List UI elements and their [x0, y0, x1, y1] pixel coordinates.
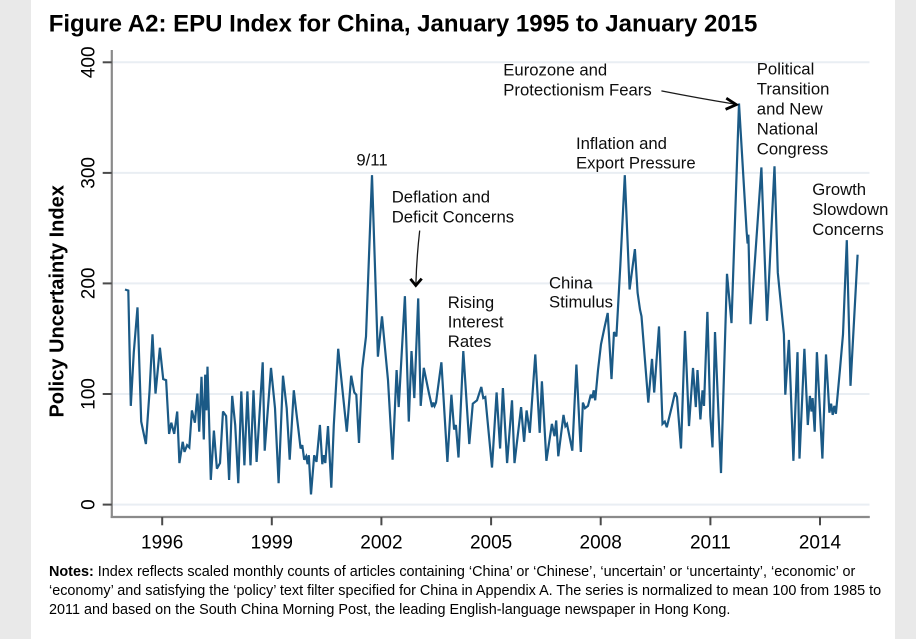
svg-text:100: 100: [79, 378, 100, 410]
svg-text:Political: Political: [757, 59, 815, 78]
svg-text:0: 0: [79, 499, 100, 510]
svg-text:Deflation and: Deflation and: [392, 187, 490, 206]
svg-text:China: China: [549, 273, 593, 292]
svg-text:Transition: Transition: [757, 79, 830, 98]
svg-text:2008: 2008: [580, 532, 622, 553]
svg-text:Stimulus: Stimulus: [549, 293, 613, 312]
svg-text:200: 200: [79, 268, 100, 300]
svg-text:Figure A2: EPU Index for China: Figure A2: EPU Index for China, January …: [49, 11, 758, 38]
svg-text:Export Pressure: Export Pressure: [576, 154, 696, 173]
svg-text:Growth: Growth: [812, 180, 866, 199]
svg-text:Slowdown: Slowdown: [812, 200, 888, 219]
svg-text:400: 400: [79, 46, 100, 78]
svg-text:Congress: Congress: [757, 140, 828, 159]
svg-text:Interest: Interest: [448, 313, 504, 332]
svg-text:Protectionism Fears: Protectionism Fears: [503, 81, 651, 100]
svg-text:1996: 1996: [141, 532, 183, 553]
svg-text:2005: 2005: [470, 532, 512, 553]
svg-text:2002: 2002: [360, 532, 402, 553]
svg-text:National: National: [757, 120, 818, 139]
svg-text:Rising: Rising: [448, 293, 494, 312]
svg-text:9/11: 9/11: [356, 150, 387, 169]
svg-text:Eurozone and: Eurozone and: [503, 61, 607, 80]
svg-text:Policy Uncertainty Index: Policy Uncertainty Index: [47, 185, 69, 417]
svg-text:2011: 2011: [690, 532, 731, 553]
svg-text:and New: and New: [757, 100, 824, 119]
svg-text:Deficit Concerns: Deficit Concerns: [392, 208, 514, 227]
svg-text:300: 300: [79, 157, 100, 189]
svg-text:1999: 1999: [251, 532, 293, 553]
svg-text:2014: 2014: [799, 532, 842, 553]
svg-text:Rates: Rates: [448, 332, 492, 351]
svg-text:Concerns: Concerns: [812, 220, 883, 239]
svg-text:Inflation and: Inflation and: [576, 134, 667, 153]
